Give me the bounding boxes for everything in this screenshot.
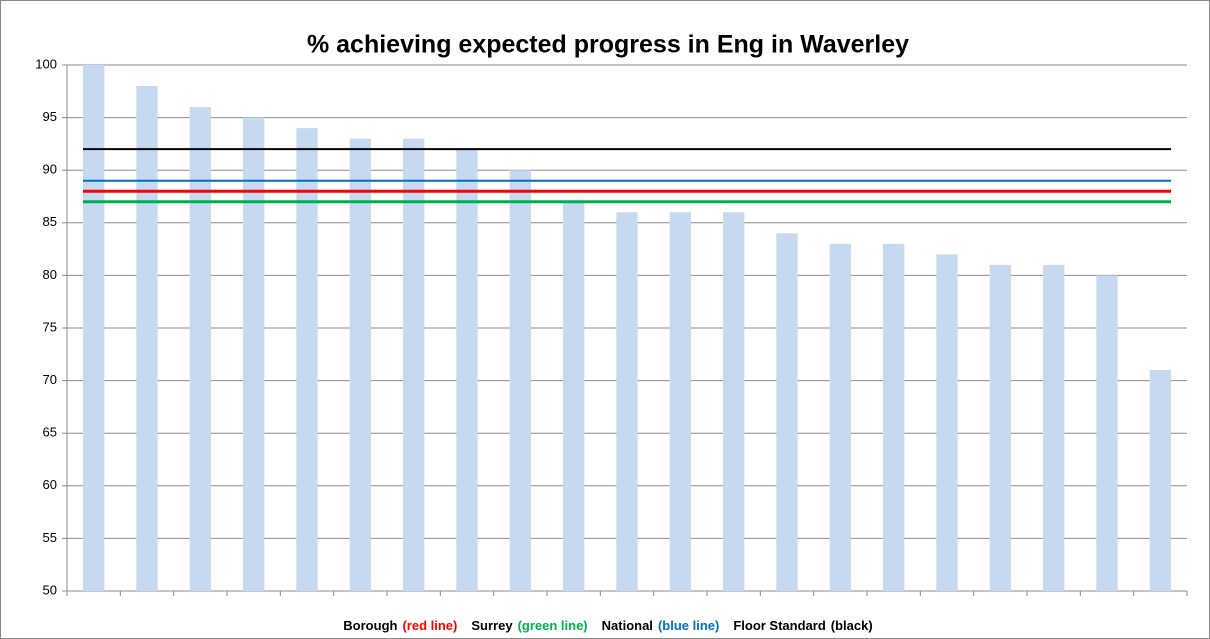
bar — [1043, 264, 1065, 591]
bar — [829, 243, 851, 591]
legend: Borough (red line) Surrey (green line) Natio… — [343, 618, 872, 633]
bar — [189, 107, 211, 591]
bar — [563, 201, 585, 591]
bar — [936, 254, 958, 592]
legend-name: National — [602, 618, 653, 633]
y-tick-label: 65 — [43, 425, 57, 440]
bar — [669, 212, 691, 591]
bar — [616, 212, 638, 591]
bar — [776, 233, 798, 591]
legend-note: (blue line) — [658, 618, 719, 633]
y-tick-label: 50 — [43, 582, 57, 597]
bar — [296, 128, 318, 591]
y-tick-label: 55 — [43, 530, 57, 545]
legend-name: Floor Standard — [733, 618, 826, 633]
chart-title: % achieving expected progress in Eng in … — [307, 31, 909, 59]
y-tick-label: 95 — [43, 109, 57, 124]
legend-note: (red line) — [402, 618, 457, 633]
legend-note: (black) — [831, 618, 873, 633]
bar — [723, 212, 745, 591]
y-tick-label: 85 — [43, 214, 57, 229]
bar — [509, 170, 531, 591]
y-tick-label: 80 — [43, 267, 57, 282]
legend-name: Borough — [343, 618, 397, 633]
bar — [989, 264, 1011, 591]
bar — [1096, 275, 1118, 591]
bar — [403, 138, 425, 591]
y-tick-label: 70 — [43, 372, 57, 387]
y-tick-label: 90 — [43, 162, 57, 177]
y-tick-label: 75 — [43, 319, 57, 334]
bar — [456, 149, 478, 591]
bar — [883, 243, 905, 591]
legend-note: (green line) — [518, 618, 588, 633]
legend-name: Surrey — [471, 618, 513, 633]
bar — [243, 117, 265, 591]
bar — [83, 65, 105, 591]
bar — [136, 86, 158, 591]
y-tick-label: 100 — [35, 56, 57, 71]
bar — [1149, 370, 1171, 591]
y-tick-label: 60 — [43, 477, 57, 492]
bar — [349, 138, 371, 591]
